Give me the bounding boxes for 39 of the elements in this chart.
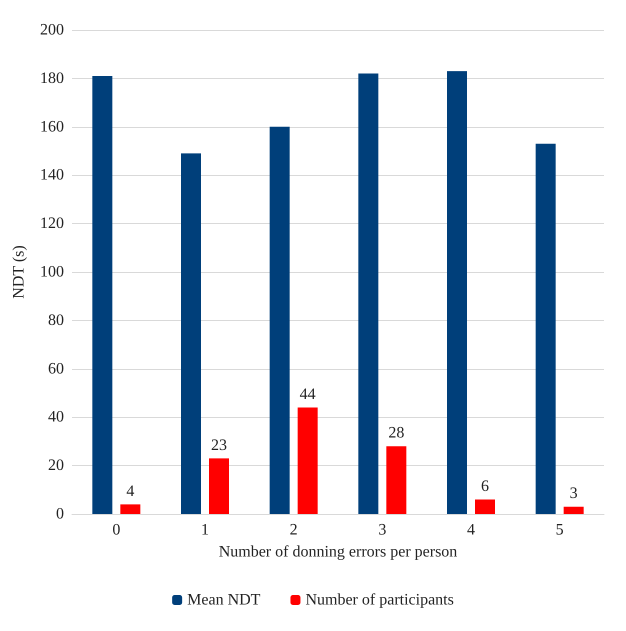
y-tick-label: 140 — [40, 166, 64, 184]
bar — [298, 408, 318, 514]
legend-label: Number of participants — [305, 592, 454, 608]
y-tick-label: 180 — [40, 70, 64, 87]
data-label: 4 — [126, 482, 134, 500]
bar — [209, 458, 229, 514]
y-tick-label: 160 — [40, 118, 64, 136]
y-tick-label: 40 — [48, 408, 64, 426]
y-tick-label: 0 — [56, 506, 64, 522]
data-label: 44 — [300, 386, 316, 404]
bar — [181, 153, 201, 514]
x-tick-label: 3 — [378, 522, 386, 538]
legend-label: Mean NDT — [187, 592, 261, 608]
x-tick-label: 5 — [556, 522, 564, 538]
y-tick-label: 120 — [40, 215, 64, 232]
y-tick-label: 200 — [40, 22, 64, 38]
bar — [475, 499, 495, 514]
bar — [536, 144, 556, 514]
data-label: 3 — [570, 485, 578, 502]
bar — [120, 504, 140, 514]
x-tick-label: 0 — [112, 522, 120, 538]
x-tick-label: 4 — [467, 522, 475, 538]
bar — [92, 76, 112, 514]
x-axis-title: Number of donning errors per person — [218, 544, 458, 560]
bar — [358, 74, 378, 514]
y-axis-title: NDT (s) — [10, 245, 28, 299]
bar — [386, 446, 406, 514]
data-label: 28 — [388, 424, 404, 442]
x-tick-label: 1 — [201, 522, 209, 538]
bar — [447, 71, 467, 514]
bar — [270, 126, 290, 514]
y-tick-label: 100 — [40, 264, 64, 280]
y-tick-label: 80 — [48, 312, 64, 329]
data-label: 23 — [211, 436, 227, 454]
x-tick-label: 2 — [290, 522, 298, 538]
y-tick-label: 20 — [48, 457, 64, 474]
bar — [564, 506, 584, 514]
data-label: 6 — [481, 478, 489, 495]
y-tick-label: 60 — [48, 360, 64, 378]
